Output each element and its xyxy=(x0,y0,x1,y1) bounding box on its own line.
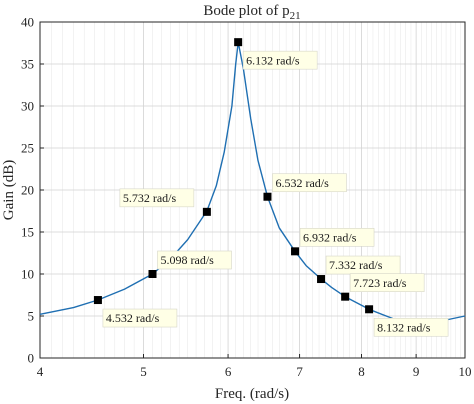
tick-labels-layer: 4 5 6 7 8 9 10 0 5 10 15 20 25 30 35 40 xyxy=(21,15,472,380)
x-tick-label: 9 xyxy=(413,364,420,379)
data-marker xyxy=(234,38,243,47)
x-tick-label: 4 xyxy=(37,364,44,379)
annotation-box xyxy=(373,317,449,337)
x-tick-label: 7 xyxy=(296,364,303,379)
x-tick-label: 8 xyxy=(358,364,365,379)
y-tick-label: 0 xyxy=(28,351,35,366)
y-tick-label: 15 xyxy=(21,225,34,240)
y-tick-label: 10 xyxy=(21,267,34,282)
chart-title-subscript: 21 xyxy=(290,10,301,22)
markers-layer xyxy=(93,38,374,314)
annotation-box xyxy=(102,308,178,328)
annotation-label: 6.932 rad/s xyxy=(303,231,357,245)
annotation-label: 6.532 rad/s xyxy=(275,176,329,190)
x-tick-label: 6 xyxy=(225,364,232,379)
annotation-label: 8.132 rad/s xyxy=(377,320,431,334)
data-marker xyxy=(341,292,350,301)
data-marker xyxy=(317,275,326,284)
annotation-box xyxy=(157,250,232,270)
y-tick-label: 25 xyxy=(21,141,34,156)
data-marker xyxy=(291,247,300,256)
annotation-box xyxy=(272,173,347,193)
annotation-label: 6.132 rad/s xyxy=(246,53,300,67)
data-marker xyxy=(93,296,102,305)
annotation-label: 5.098 rad/s xyxy=(161,253,215,267)
data-marker xyxy=(202,207,211,216)
annotation-label: 7.723 rad/s xyxy=(353,276,407,290)
y-tick-label: 40 xyxy=(21,15,34,30)
data-marker xyxy=(148,270,157,278)
annotation-box xyxy=(299,228,375,247)
y-tick-label: 30 xyxy=(21,99,34,114)
y-axis-label: Gain (dB) xyxy=(1,160,17,220)
y-tick-label: 20 xyxy=(21,183,34,198)
data-marker xyxy=(263,192,272,201)
x-axis-label: Freq. (rad/s) xyxy=(215,386,289,402)
annotation-label: 4.532 rad/s xyxy=(106,311,160,325)
grid xyxy=(39,21,466,359)
annotation-label: 7.332 rad/s xyxy=(329,258,383,272)
y-tick-label: 5 xyxy=(28,309,35,324)
annotation-label: 5.732 rad/s xyxy=(123,191,177,205)
chart-title: Bode plot of p21 xyxy=(203,3,300,22)
annotations-layer: 4.532 rad/s 5.098 rad/s 5.732 rad/s 6.132 r… xyxy=(102,50,449,337)
y-tick-label: 35 xyxy=(21,57,34,72)
annotation-box xyxy=(242,50,318,70)
annotation-box xyxy=(119,188,195,208)
data-marker xyxy=(365,305,374,314)
annotation-box xyxy=(349,273,425,292)
x-tick-label: 10 xyxy=(459,364,472,379)
x-tick-label: 5 xyxy=(140,364,147,379)
chart-title-main: Bode plot of p xyxy=(203,3,289,19)
